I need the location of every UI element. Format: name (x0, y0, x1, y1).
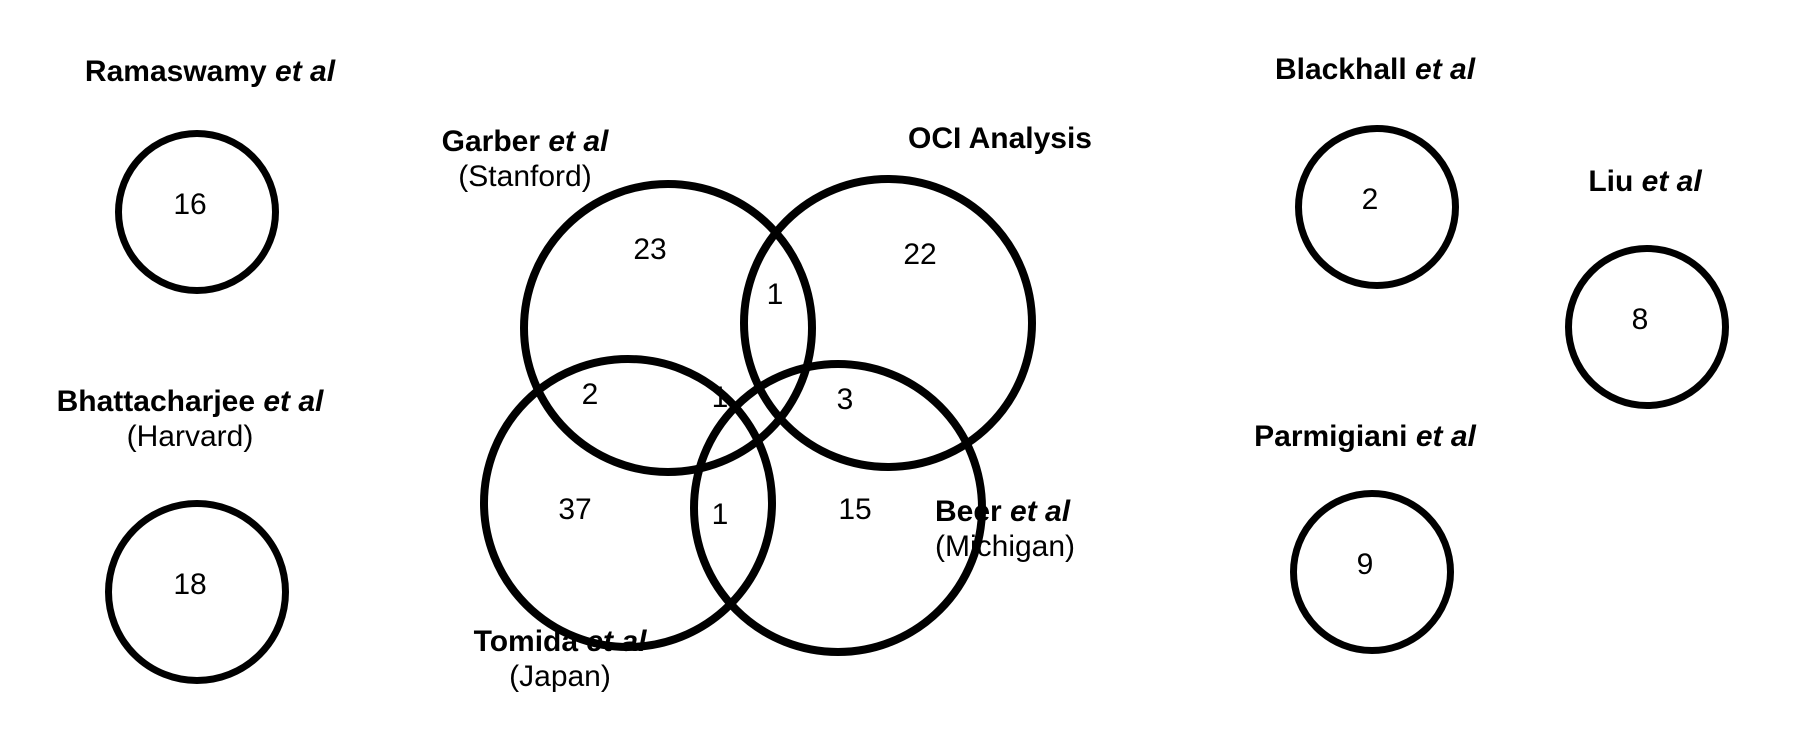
liu-value: 8 (1632, 303, 1649, 337)
liu-label: Liu et al (1545, 165, 1745, 200)
parmigiani-value: 9 (1357, 548, 1374, 582)
blackhall-value: 2 (1362, 183, 1379, 217)
region-center: 1 (712, 381, 729, 415)
parmigiani-label: Parmigiani et al (1205, 420, 1525, 455)
region-tomida-only: 37 (558, 493, 591, 527)
venn-diagram-canvas: Ramaswamy et al 16 Bhattacharjee et al (… (0, 0, 1795, 747)
region-oci-only: 22 (903, 238, 936, 272)
bhattacharjee-value: 18 (173, 568, 206, 602)
region-garber-tomida: 2 (582, 378, 599, 412)
blackhall-label: Blackhall et al (1225, 53, 1525, 88)
region-beer-only: 15 (838, 493, 871, 527)
region-garber-only: 23 (633, 233, 666, 267)
ramaswamy-value: 16 (173, 188, 206, 222)
region-oci-beer: 3 (837, 383, 854, 417)
region-tomida-beer: 1 (712, 498, 729, 532)
ramaswamy-label: Ramaswamy et al (55, 55, 365, 90)
bhattacharjee-label: Bhattacharjee et al (Harvard) (10, 385, 370, 454)
garber-label: Garber et al (Stanford) (395, 125, 655, 194)
region-garber-oci: 1 (767, 278, 784, 312)
oci-label: OCI Analysis (870, 122, 1130, 157)
